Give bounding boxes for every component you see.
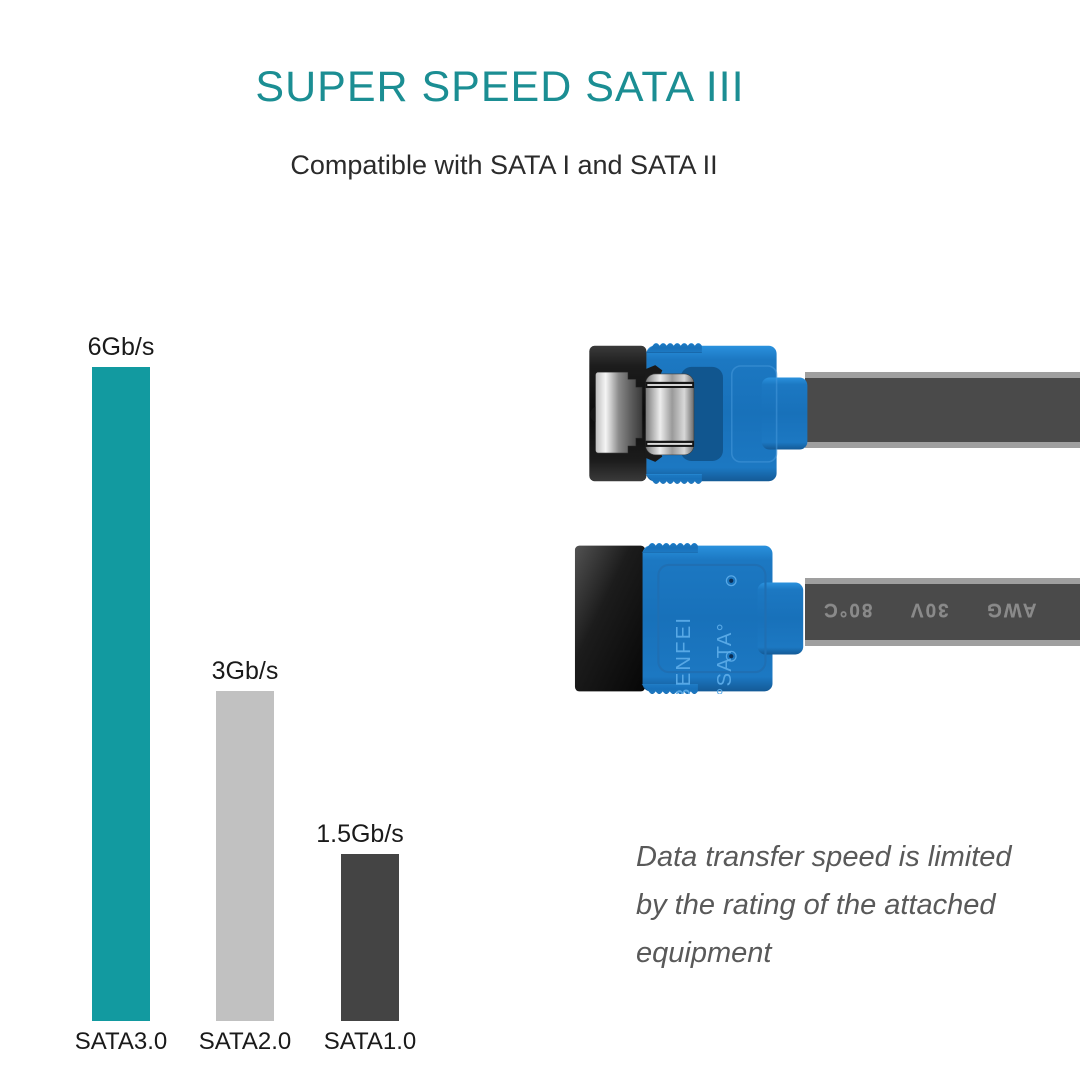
svg-text:BENFEI: BENFEI — [673, 616, 695, 694]
svg-text:°SATA°: °SATA° — [714, 622, 736, 694]
